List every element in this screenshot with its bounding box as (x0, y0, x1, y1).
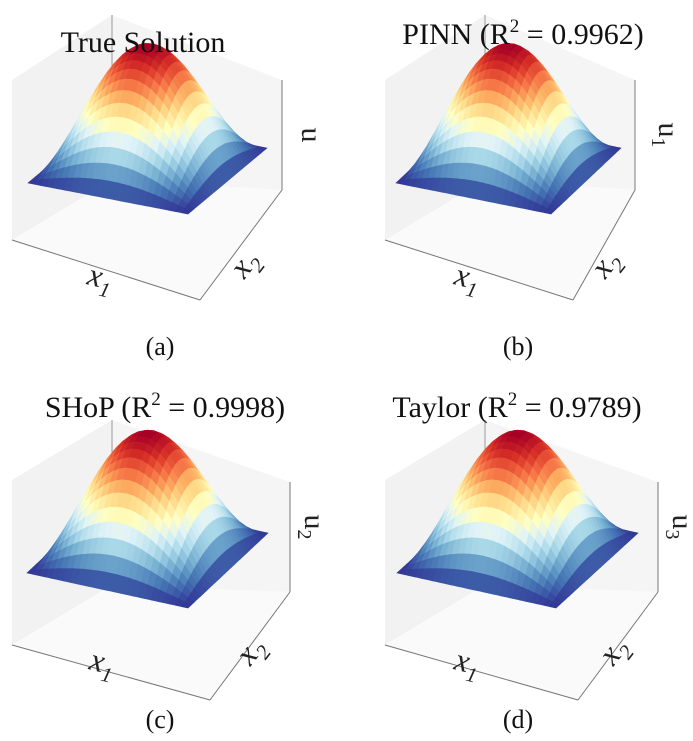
surface-plot (395, 43, 622, 215)
y-axis-line (577, 591, 659, 701)
title-superscript: 2 (151, 389, 161, 410)
title-text: True Solution (61, 26, 226, 59)
z-axis-label-sub: 1 (647, 138, 669, 148)
surface-plot (26, 429, 269, 609)
panel-caption: (a) (146, 332, 175, 361)
floor-pane (12, 180, 282, 300)
panel-title: SHoP (R2 = 0.9998) (45, 389, 285, 424)
panel-caption: (b) (503, 332, 533, 361)
panel-b: PINN (R2 = 0.9962) x1 x2 u1 (b) (384, 15, 685, 361)
panel-title: PINN (R2 = 0.9962) (402, 16, 643, 51)
floor-pane (385, 585, 658, 700)
panel-caption: (c) (146, 705, 175, 734)
title-superscript: 2 (510, 16, 520, 37)
z-axis-label-text: u (666, 515, 693, 530)
panel-title: True Solution (61, 26, 226, 59)
floor-pane (12, 585, 290, 700)
panel-a: True Solution x1 x2 u (a) (11, 15, 328, 361)
surface-facet (181, 601, 192, 609)
z-axis-label: u (295, 128, 328, 143)
surface-facet (549, 601, 560, 609)
title-superscript: 2 (508, 389, 518, 410)
y-axis-line (209, 591, 291, 701)
x-axis-line (11, 239, 201, 301)
title-suffix: = 0.9789) (517, 391, 641, 424)
z-axis-label-sub: 3 (661, 530, 683, 540)
title-prefix: SHoP (R (45, 391, 151, 424)
floor-pane (385, 180, 635, 300)
surface-facet (544, 208, 555, 215)
panel-c: SHoP (R2 = 0.9998) x1 x2 u2 (c) (11, 389, 331, 734)
z-axis-label: u1 (647, 123, 685, 148)
z-axis-label: u3 (661, 515, 693, 540)
title-prefix: Taylor (R (392, 391, 507, 424)
title-suffix: = 0.9962) (519, 18, 643, 51)
surface-plot (27, 43, 268, 215)
z-axis-label-text: u (652, 123, 685, 138)
title-prefix: PINN (R (402, 18, 510, 51)
z-axis-label-sub: 2 (293, 530, 315, 540)
surface-facet (181, 208, 192, 215)
z-axis-label-text: u (298, 515, 331, 530)
panel-title: Taylor (R2 = 0.9789) (392, 389, 641, 424)
y-axis-line (199, 189, 283, 301)
x-axis-line (11, 644, 211, 701)
panel-caption: (d) (503, 705, 533, 734)
z-axis-label-text: u (295, 128, 328, 143)
title-suffix: = 0.9998) (161, 391, 285, 424)
z-axis-label: u2 (293, 515, 331, 540)
x-axis-line (384, 644, 579, 701)
x-axis-line (384, 239, 574, 301)
y-axis-line (572, 189, 636, 301)
surface-plot (396, 429, 639, 609)
panel-d: Taylor (R2 = 0.9789) x1 x2 u3 (d) (384, 389, 693, 734)
